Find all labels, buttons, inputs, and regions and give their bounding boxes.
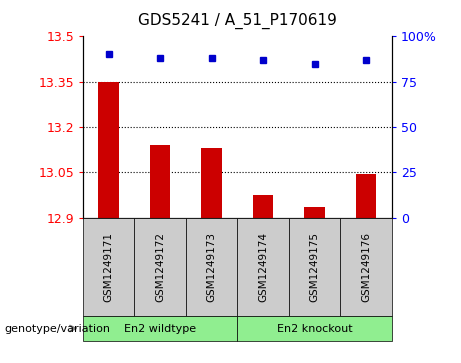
Text: GSM1249173: GSM1249173 — [207, 232, 217, 302]
Text: GSM1249172: GSM1249172 — [155, 232, 165, 302]
Text: En2 wildtype: En2 wildtype — [124, 323, 196, 334]
Text: GSM1249175: GSM1249175 — [310, 232, 319, 302]
Text: En2 knockout: En2 knockout — [277, 323, 353, 334]
Bar — [201, 148, 222, 218]
Bar — [150, 145, 171, 218]
Text: GSM1249174: GSM1249174 — [258, 232, 268, 302]
Text: GSM1249171: GSM1249171 — [104, 232, 114, 302]
Text: GSM1249176: GSM1249176 — [361, 232, 371, 302]
Bar — [253, 195, 273, 218]
Text: genotype/variation: genotype/variation — [5, 323, 111, 334]
Text: ■: ■ — [83, 362, 96, 363]
Bar — [304, 207, 325, 218]
Bar — [356, 174, 376, 218]
Bar — [98, 82, 119, 218]
Title: GDS5241 / A_51_P170619: GDS5241 / A_51_P170619 — [138, 13, 337, 29]
